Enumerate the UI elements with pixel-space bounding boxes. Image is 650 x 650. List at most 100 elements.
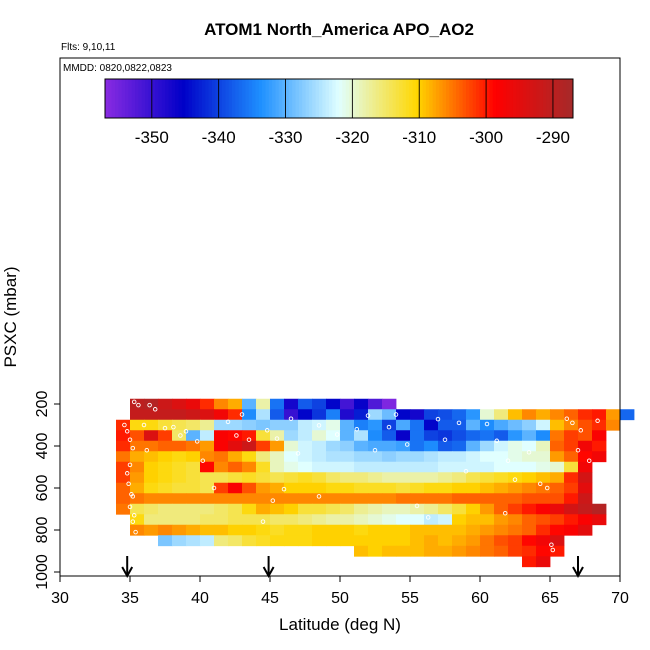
sample-point [575,447,581,453]
sample-point [316,423,322,428]
heatmap-cell [396,482,411,494]
colorbar-segment [422,79,427,118]
heatmap-cell [536,503,551,515]
sample-point [162,425,168,431]
heatmap-cell [312,482,327,494]
heatmap-cell [144,524,159,536]
heatmap-cell [368,440,383,452]
heatmap-cell [410,545,425,557]
heatmap-cell [340,409,355,421]
colorbar-segment [482,79,487,118]
heatmap-cell [564,472,579,484]
heatmap-cell [172,514,187,526]
heatmap-cell [466,535,481,547]
sample-point [570,420,575,426]
heatmap-cell [424,503,439,515]
heatmap-cell [606,409,621,421]
colorbar-segment [502,79,507,118]
colorbar-segment [449,79,454,118]
heatmap-cell [396,440,411,452]
colorbar-tick-label: -310 [402,128,436,147]
colorbar-segment [452,79,457,118]
sample-point [281,486,287,492]
heatmap-cell [354,451,369,463]
heatmap-cell [326,419,341,431]
heatmap-cell [550,430,565,442]
heatmap-cell [494,535,509,547]
heatmap-cell [130,409,145,421]
heatmap-cell [340,524,355,536]
heatmap-cell [424,524,439,536]
heatmap-cell [116,440,131,452]
colorbar-segment [352,79,357,118]
sample-points [122,399,600,553]
heatmap-cell [396,503,411,515]
heatmap-cell [508,440,523,452]
heatmap-cell [536,482,551,494]
colorbar-segment [566,79,571,118]
colorbar-frame [104,78,574,119]
heatmap-cell [466,409,481,421]
heatmap-cell [312,419,327,431]
heatmap-cell [494,514,509,526]
heatmap-cell [466,472,481,484]
heatmap-cell [424,493,439,505]
colorbar: -350 -340 -330 -320 -310 -300 -290 [104,78,574,147]
heatmap-cell [130,503,145,515]
colorbar-segment [235,79,240,118]
colorbar-segment [339,79,343,118]
heatmap-cell [466,440,481,452]
heatmap-cell [116,461,131,473]
heatmap-cell [508,514,523,526]
heatmap-cell [424,514,439,526]
heatmap-cell [522,556,537,568]
heatmap-cell [144,493,159,505]
heatmap-cell [270,430,285,442]
heatmap-cell [494,419,509,431]
colorbar-segment [392,79,397,118]
colorbar-segment [559,79,564,118]
colorbar-segment [365,79,370,118]
heatmap-cell [172,419,187,431]
heatmap-cell [494,461,509,473]
colorbar-segment [539,79,544,118]
sample-point [131,399,137,405]
heatmap-cell [312,524,327,536]
heatmap-cell [116,451,131,463]
heatmap-cell [312,472,327,484]
colorbar-segment [546,79,551,118]
heatmap-cell [270,398,285,410]
colorbar-segment [472,79,477,118]
heatmap-cell [522,430,537,442]
heatmap-cell [452,461,467,473]
heatmap-cell [298,535,313,547]
heatmap-cell [424,482,439,494]
heatmap-cell [214,440,229,452]
heatmap-cell [564,461,579,473]
heatmap-cell [326,524,341,536]
heatmap-cell [438,419,453,431]
heatmap-cell [200,451,215,463]
heatmap-cell [522,535,537,547]
sample-point [211,485,217,491]
heatmap-cell [396,524,411,536]
heatmap-cell [536,461,551,473]
colorbar-segment [238,79,243,118]
heatmap-cell [270,472,285,484]
heatmap-cell [312,398,327,410]
colorbar-segment [512,79,517,118]
heatmap-cell [578,503,593,515]
heatmap-cell [480,545,495,557]
colorbar-segment [131,79,136,118]
heatmap-cell [438,472,453,484]
colorbar-segment [349,79,353,118]
colorbar-segment [218,79,223,118]
sample-point [144,447,150,453]
sample-point [354,426,360,432]
heatmap-cell [158,493,173,505]
colorbar-segment [121,79,126,118]
x-tick-label: 30 [51,590,69,607]
sample-point [133,529,138,535]
heatmap-cell [368,493,383,505]
heatmap-cell [116,472,131,484]
